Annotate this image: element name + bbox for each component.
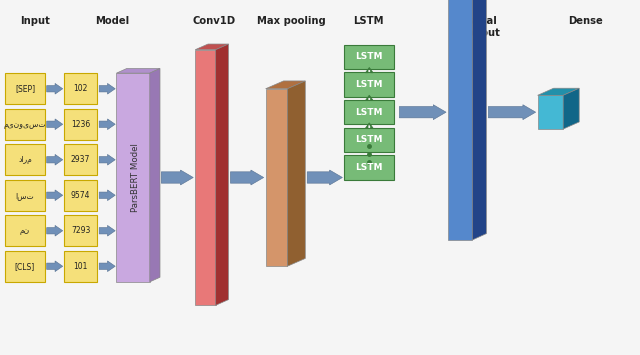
Text: LSTM: LSTM <box>353 16 383 26</box>
Text: من: من <box>20 226 30 235</box>
Text: 102: 102 <box>74 84 88 93</box>
Text: 9574: 9574 <box>71 191 90 200</box>
Polygon shape <box>116 69 160 73</box>
FancyArrow shape <box>365 67 373 73</box>
Text: LSTM: LSTM <box>356 52 383 61</box>
FancyArrow shape <box>47 119 63 130</box>
FancyBboxPatch shape <box>64 144 97 175</box>
Text: 1236: 1236 <box>71 120 90 129</box>
Polygon shape <box>472 0 486 240</box>
FancyArrow shape <box>99 154 115 165</box>
Text: [CLS]: [CLS] <box>15 262 35 271</box>
FancyArrow shape <box>47 225 63 236</box>
FancyBboxPatch shape <box>5 73 45 104</box>
Text: Spatial
Dropout: Spatial Dropout <box>454 16 500 38</box>
FancyArrow shape <box>47 190 63 201</box>
Text: LSTM: LSTM <box>356 135 383 144</box>
Polygon shape <box>195 50 216 305</box>
Text: [SEP]: [SEP] <box>15 84 35 93</box>
FancyArrow shape <box>488 105 536 120</box>
FancyBboxPatch shape <box>64 251 97 282</box>
FancyBboxPatch shape <box>344 45 394 69</box>
FancyArrow shape <box>99 190 115 201</box>
Text: ParsBERT Model: ParsBERT Model <box>131 143 140 212</box>
Text: Max pooling: Max pooling <box>257 16 326 26</box>
FancyBboxPatch shape <box>64 215 97 246</box>
Text: مینویست: مینویست <box>4 120 46 129</box>
FancyBboxPatch shape <box>5 180 45 211</box>
FancyArrow shape <box>99 225 115 236</box>
Text: 101: 101 <box>74 262 88 271</box>
Text: Model: Model <box>95 16 129 26</box>
FancyArrow shape <box>99 261 115 272</box>
FancyArrow shape <box>230 170 264 185</box>
FancyBboxPatch shape <box>5 215 45 246</box>
FancyBboxPatch shape <box>64 109 97 140</box>
FancyArrow shape <box>365 95 373 100</box>
Text: LSTM: LSTM <box>356 163 383 172</box>
FancyArrow shape <box>47 83 63 94</box>
FancyArrow shape <box>307 170 342 185</box>
Polygon shape <box>195 44 228 50</box>
FancyArrow shape <box>365 123 373 128</box>
FancyArrow shape <box>47 154 63 165</box>
FancyBboxPatch shape <box>344 72 394 97</box>
FancyBboxPatch shape <box>5 144 45 175</box>
FancyArrow shape <box>99 119 115 130</box>
Polygon shape <box>563 88 579 129</box>
FancyBboxPatch shape <box>64 73 97 104</box>
Polygon shape <box>116 73 150 282</box>
FancyArrow shape <box>399 105 446 120</box>
Polygon shape <box>266 89 287 266</box>
FancyArrow shape <box>161 170 193 185</box>
Text: LSTM: LSTM <box>356 80 383 89</box>
FancyBboxPatch shape <box>5 109 45 140</box>
FancyBboxPatch shape <box>64 180 97 211</box>
FancyArrow shape <box>47 261 63 272</box>
FancyArrow shape <box>99 83 115 94</box>
Polygon shape <box>448 0 472 240</box>
FancyBboxPatch shape <box>344 155 394 180</box>
Polygon shape <box>538 88 579 95</box>
Polygon shape <box>150 69 160 282</box>
Text: 2937: 2937 <box>71 155 90 164</box>
Text: است: است <box>15 191 35 200</box>
FancyBboxPatch shape <box>344 128 394 152</box>
Polygon shape <box>538 95 563 129</box>
Text: Conv1D: Conv1D <box>193 16 236 26</box>
Text: LSTM: LSTM <box>356 108 383 117</box>
Text: دارم: دارم <box>18 155 32 164</box>
Text: Input: Input <box>20 16 50 26</box>
Text: Dense: Dense <box>568 16 603 26</box>
Polygon shape <box>287 81 305 266</box>
Polygon shape <box>266 81 305 89</box>
Text: 7293: 7293 <box>71 226 90 235</box>
FancyBboxPatch shape <box>344 100 394 124</box>
Polygon shape <box>216 44 228 305</box>
FancyBboxPatch shape <box>5 251 45 282</box>
